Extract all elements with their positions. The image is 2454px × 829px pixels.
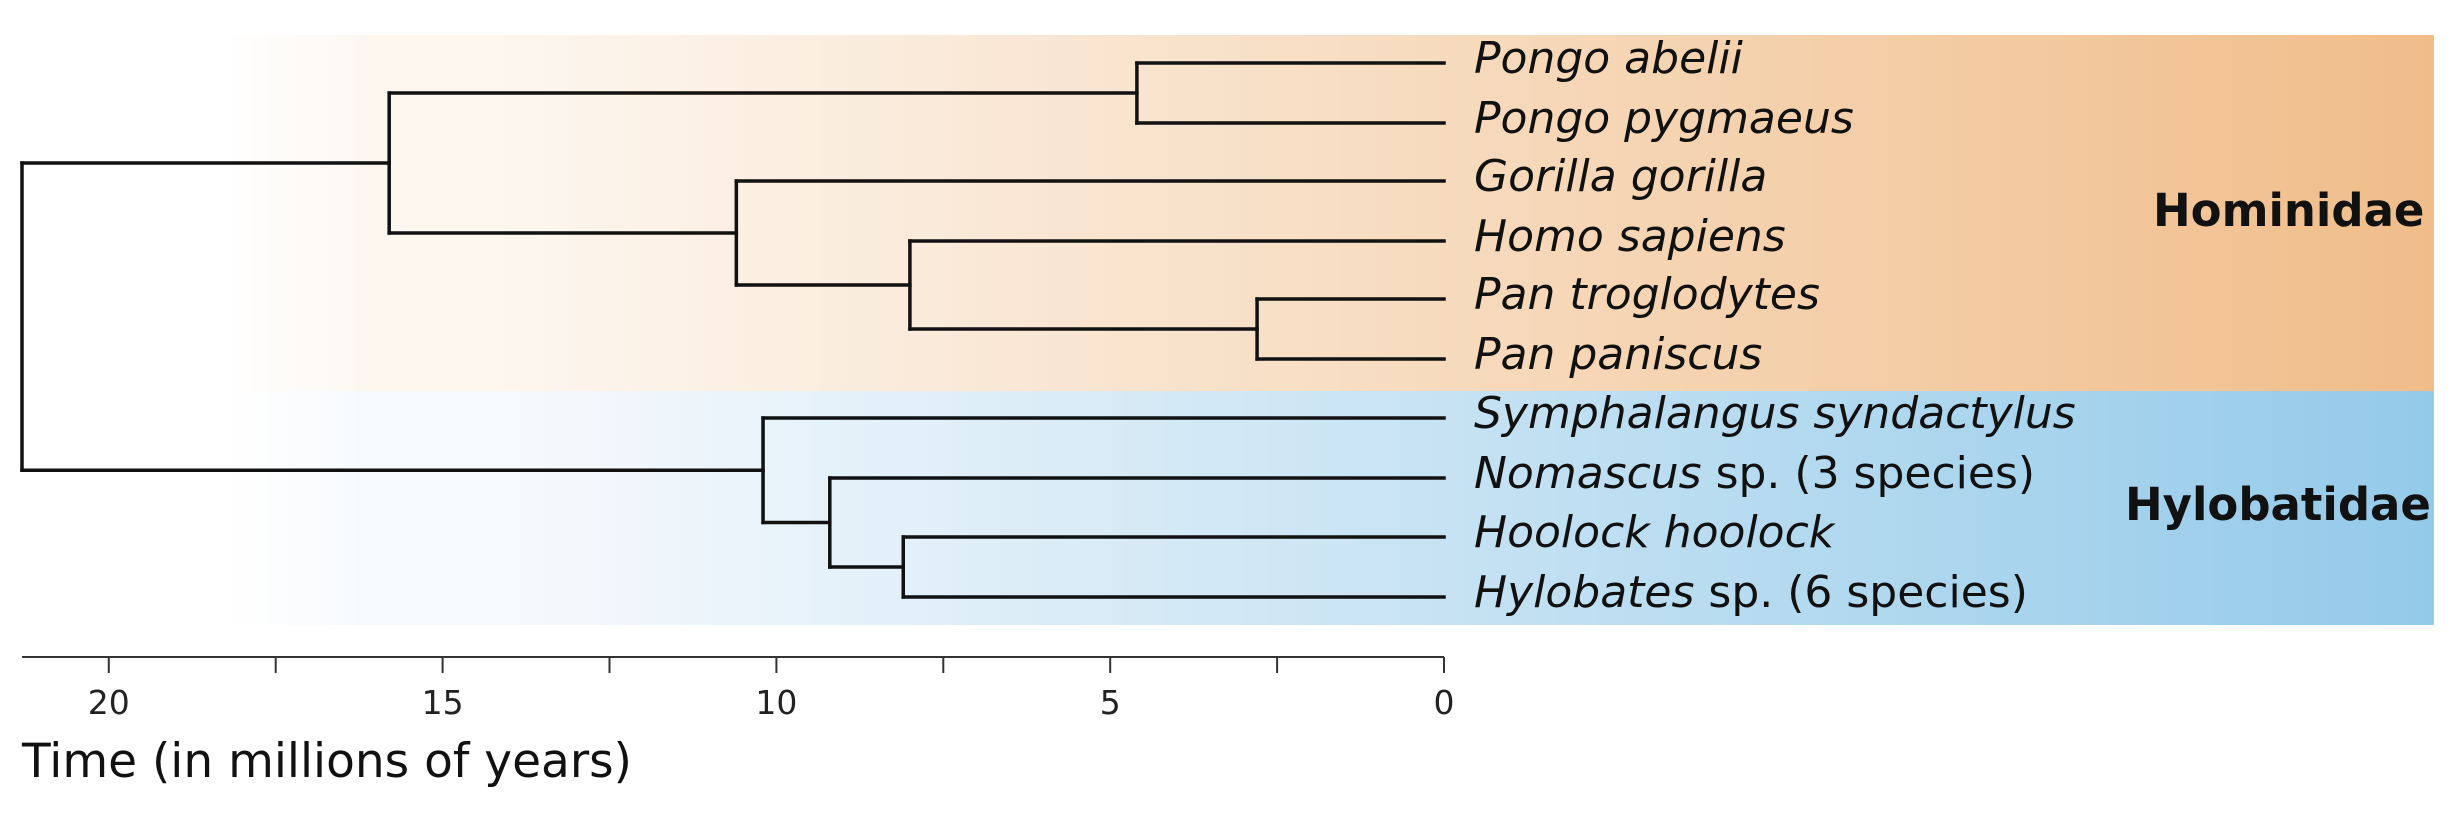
taxon-label: Symphalangus syndactylus [1474,392,2076,436]
hominidae-band [225,35,2434,391]
axis-tick-label: 5 [1099,683,1121,722]
taxon-label: Hoolock hoolock [1474,511,1834,555]
taxon-label: Nomascus sp. (3 species) [1474,452,2035,496]
taxon-label: Pan paniscus [1474,333,1762,377]
axis-tick-label: 20 [87,683,130,722]
tree-branches [20,61,1446,599]
taxon-name: Pongo pygmaeus [1474,93,1854,144]
taxon-name: Pan paniscus [1474,329,1763,380]
taxon-label: Gorilla gorilla [1474,155,1767,199]
taxon-suffix: sp. (3 species) [1701,448,2036,499]
taxon-label: Pan troglodytes [1474,273,1820,317]
axis-title: Time (in millions of years) [22,734,632,789]
taxon-label: Pongo abelii [1474,37,1743,81]
taxon-name: Pan troglodytes [1474,269,1820,320]
hylobatidae-band [225,391,2434,625]
axis-tick-label: 15 [421,683,464,722]
taxon-label: Pongo pygmaeus [1474,97,1854,141]
taxon-name: Gorilla gorilla [1474,151,1768,202]
axis-tick-label: 10 [755,683,798,722]
taxon-name: Hylobates [1474,567,1695,618]
taxon-name: Hoolock hoolock [1474,507,1835,558]
family-label-hylobatidae: Hylobatidae [2125,478,2431,531]
taxon-label: Homo sapiens [1474,215,1786,259]
axis-tick-label: 0 [1433,683,1455,722]
time-axis [22,656,1445,673]
taxon-name: Homo sapiens [1474,211,1786,262]
band-left-fade [225,35,365,625]
taxon-name: Symphalangus syndactylus [1474,388,2076,439]
taxon-name: Nomascus [1474,448,1702,499]
family-label-hominidae: Hominidae [2153,184,2425,237]
taxon-label: Hylobates sp. (6 species) [1474,571,2028,615]
taxon-name: Pongo abelii [1474,33,1743,84]
taxon-suffix: sp. (6 species) [1694,567,2028,618]
